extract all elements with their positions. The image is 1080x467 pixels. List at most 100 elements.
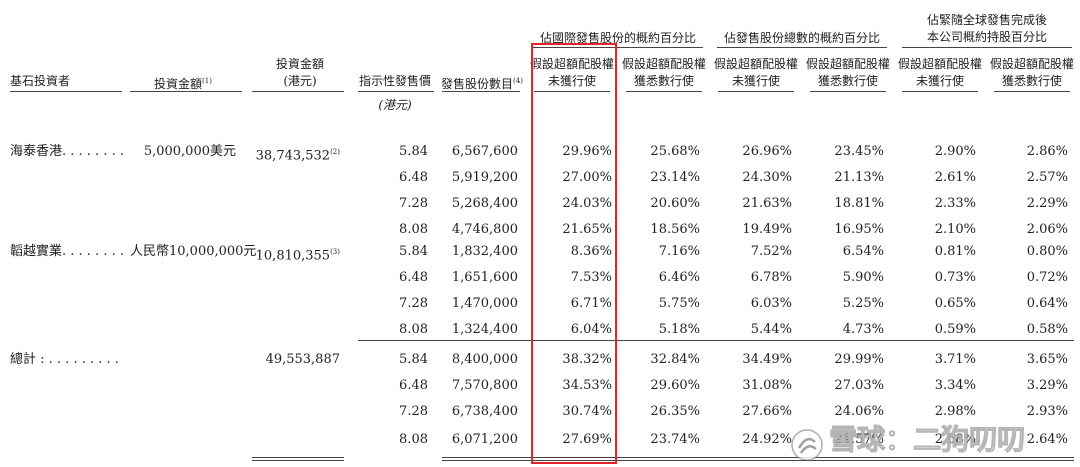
header-shares-label: 發售股份數目 [441,77,514,91]
percentage-cell: 2.86% [1026,144,1068,159]
percentage-cell: 5.90% [842,270,884,285]
investment-hkd-value: 10,810,355 [255,248,331,264]
offer-price: 6.48 [399,270,428,285]
snowball-logo-icon [791,428,823,461]
percentage-cell: 6.71% [570,296,612,311]
offer-price: 8.08 [399,322,428,337]
offer-shares: 1,832,400 [451,244,518,259]
offer-shares: 1,324,400 [451,322,518,337]
header-underline [902,91,978,92]
percentage-cell: 2.33% [934,196,976,211]
percentage-cell: 5.75% [658,296,700,311]
offer-price: 7.28 [399,404,428,419]
percentage-cell: 31.08% [742,378,792,393]
percentage-cell: 7.16% [658,244,700,259]
header-investor: 基石投資者 [10,74,71,88]
percentage-cell: 29.60% [650,378,700,393]
percentage-cell: 8.36% [570,244,612,259]
percentage-cell: 5.25% [842,296,884,311]
header-underline [626,91,702,92]
footnote-marker: (3) [330,248,340,256]
offer-price: 5.84 [399,352,428,367]
percentage-cell: 32.84% [650,352,700,367]
investment-amount: 人民幣10,000,000元 [130,244,257,259]
investment-hkd: 38,743,532(2) [250,144,340,164]
percentage-cell: 26.96% [742,144,792,159]
footnote-marker: (2) [330,148,340,156]
offer-price: 6.48 [399,378,428,393]
percentage-cell: 0.59% [934,322,976,337]
percentage-cell: 16.95% [834,222,884,237]
percentage-cell: 21.57% [834,432,884,447]
header-amount: 投資金額(1) [130,73,236,93]
investor-name: 韜越實業. . . . . . . . [10,244,124,259]
percentage-cell: 2.93% [1026,404,1068,419]
group-header-line1: 佔緊隨全球發售完成後 [926,13,1047,27]
header-underline [10,91,122,92]
percentage-cell: 6.46% [658,270,700,285]
investment-hkd: 10,810,355(3) [250,244,340,264]
percentage-cell: 18.81% [834,196,884,211]
offer-shares: 5,919,200 [451,170,518,185]
percentage-cell: 24.03% [562,196,612,211]
offer-price: 8.08 [399,432,428,447]
double-underline [442,460,1074,461]
percentage-cell: 6.04% [570,322,612,337]
percentage-cell: 25.68% [650,144,700,159]
subheader-total-not-exercised: 假設超額配股權 未獲行使 [713,57,798,88]
watermark-text: 雪球：二狗叨叨 [829,423,1026,457]
footnote-marker: (4) [513,77,523,85]
percentage-cell: 23.14% [650,170,700,185]
percentage-cell: 2.90% [934,144,976,159]
investor-name: 海泰香港. . . . . . . . [10,144,124,159]
percentage-cell: 24.92% [742,432,792,447]
percentage-cell: 2.06% [1026,222,1068,237]
highlight-box [531,43,617,464]
header-price: 指示性發售價 [358,74,431,88]
group-underline [902,47,1072,48]
header-shares: 發售股份數目(4) [440,73,524,93]
subheader-total-fully-exercised: 假設超額配股權 獲悉數行使 [805,57,890,88]
header-underline [994,91,1070,92]
offer-shares: 4,746,800 [451,222,518,237]
header-underline [534,91,610,92]
percentage-cell: 19.49% [742,222,792,237]
footnote-marker: (1) [202,77,212,85]
percentage-cell: 29.99% [834,352,884,367]
percentage-cell: 3.65% [1026,352,1068,367]
watermark: 雪球：二狗叨叨 [790,418,1026,462]
subheader-intl-not-exercised: 假設超額配股權 未獲行使 [529,57,614,88]
header-hkd-line2: (港元) [283,74,317,88]
price-unit: (港元) [378,98,412,112]
offer-shares: 7,570,800 [451,378,518,393]
offer-price: 5.84 [399,144,428,159]
percentage-cell: 2.64% [1026,432,1068,447]
subheader-share-not-exercised: 假設超額配股權 未獲行使 [897,57,982,88]
investor-name: 總計 : . . . . . . . . . [10,352,119,367]
investment-hkd-value: 38,743,532 [255,148,331,164]
header-underline [358,91,434,92]
offer-shares: 6,567,600 [451,144,518,159]
header-underline [130,91,242,92]
percentage-cell: 24.30% [742,170,792,185]
percentage-cell: 5.18% [658,322,700,337]
header-underline [810,91,886,92]
percentage-cell: 29.96% [562,144,612,159]
percentage-cell: 34.49% [742,352,792,367]
percentage-cell: 5.44% [750,322,792,337]
header-hkd-amount: 投資金額 (港元) [250,56,350,90]
percentage-cell: 0.64% [1026,296,1068,311]
percentage-cell: 3.34% [934,378,976,393]
percentage-cell: 2.10% [934,222,976,237]
percentage-cell: 20.60% [650,196,700,211]
percentage-cell: 6.54% [842,244,884,259]
percentage-cell: 3.71% [934,352,976,367]
percentage-cell: 18.56% [650,222,700,237]
double-underline [442,457,1074,458]
percentage-cell: 21.65% [562,222,612,237]
offer-shares: 8,400,000 [451,352,518,367]
percentage-cell: 4.73% [842,322,884,337]
subheader-share-fully-exercised: 假設超額配股權 獲悉數行使 [989,57,1074,88]
double-underline [252,457,344,458]
percentage-cell: 26.35% [650,404,700,419]
